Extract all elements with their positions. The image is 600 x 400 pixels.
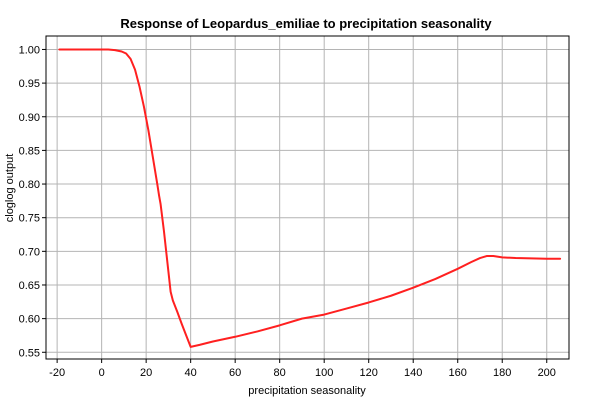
x-axis: -20 0 20 40 60 80 100 120 140 160 180 200: [49, 359, 556, 379]
plot-frame: [45, 35, 570, 360]
y-tick-label: 0.70: [19, 246, 40, 258]
y-tick-label: 0.55: [19, 347, 40, 359]
y-tick-label: 0.90: [19, 112, 40, 124]
y-tick-label: 0.85: [19, 145, 40, 157]
x-tick-label: 20: [140, 367, 152, 379]
y-axis: 0.55 0.60 0.65 0.70 0.75 0.80 0.85 0.90 0.95 1.00: [19, 44, 46, 359]
y-tick-label: 1.00: [19, 44, 40, 56]
x-tick-label: 180: [493, 367, 511, 379]
y-axis-label: cloglog output: [4, 154, 16, 223]
x-tick-label: 200: [538, 367, 556, 379]
x-tick-label: 120: [360, 367, 378, 379]
y-tick-label: 0.75: [19, 213, 40, 225]
y-tick-label: 0.65: [19, 280, 40, 292]
x-tick-label: 160: [449, 367, 467, 379]
series-layer: [58, 48, 562, 348]
y-tick-label: 0.60: [19, 314, 40, 326]
y-tick-label: 0.95: [19, 78, 40, 90]
x-tick-label: -20: [49, 367, 65, 379]
x-tick-label: 0: [99, 367, 105, 379]
response-curve-line: [58, 48, 562, 348]
chart-title: Response of Leopardus_emiliae to precipi…: [120, 16, 492, 31]
x-tick-label: 40: [185, 367, 197, 379]
x-tick-label: 80: [274, 367, 286, 379]
x-tick-label: 100: [315, 367, 333, 379]
x-axis-label: precipitation seasonality: [248, 385, 366, 397]
x-tick-label: 140: [404, 367, 422, 379]
y-tick-label: 0.80: [19, 179, 40, 191]
x-tick-label: 60: [229, 367, 241, 379]
